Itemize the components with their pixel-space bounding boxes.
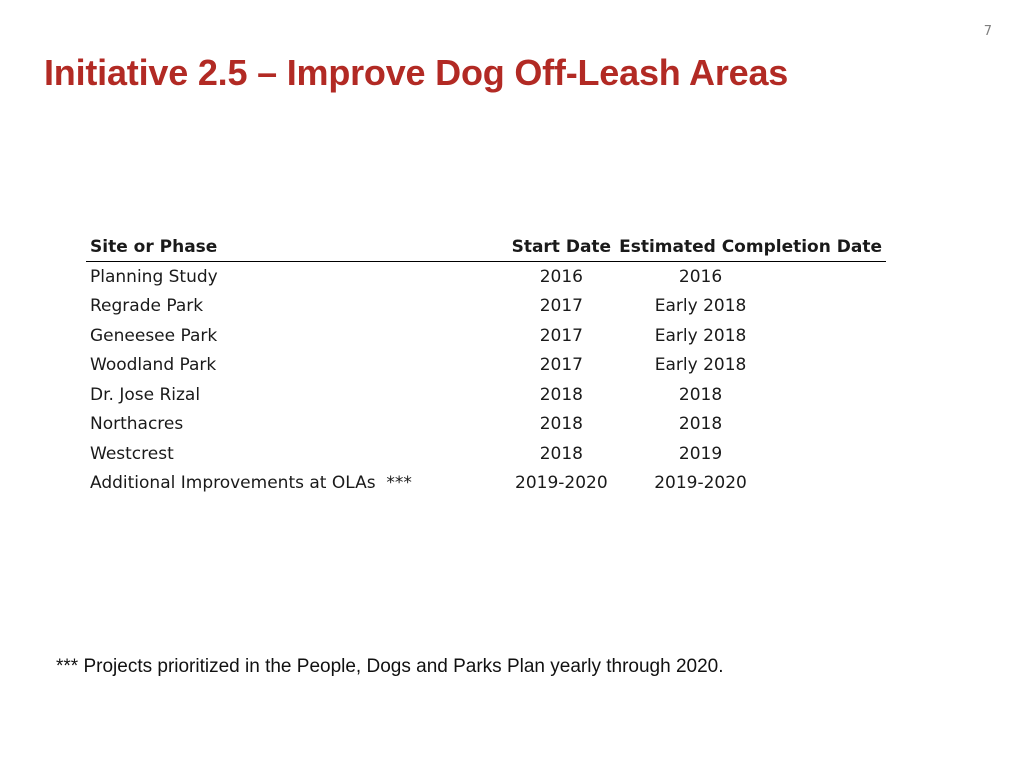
cell-start-date: 2018 (539, 414, 583, 435)
cell-site: Northacres (90, 414, 184, 435)
cell-start-date: 2018 (539, 384, 583, 405)
cell-completion-date: 2018 (678, 414, 723, 435)
cell-site: Additional Improvements at OLAs *** (90, 473, 412, 494)
cell-start-date: 2017 (539, 355, 583, 376)
table-row: Westcrest 2018 2019 (86, 439, 886, 469)
cell-start-date: 2018 (539, 443, 583, 464)
cell-completion-date: 2019-2020 (654, 473, 747, 494)
cell-site: Planning Study (90, 266, 218, 287)
page-number: 7 (983, 24, 992, 39)
cell-completion-date: 2019 (678, 443, 723, 464)
table-row: Woodland Park 2017 Early 2018 (86, 351, 886, 381)
cell-start-date: 2019-2020 (515, 473, 608, 494)
table-row: Northacres 2018 2018 (86, 410, 886, 440)
table-header: Site or Phase Start Date Estimated Compl… (86, 233, 886, 262)
table-row: Additional Improvements at OLAs *** 2019… (86, 469, 886, 499)
cell-completion-date: 2018 (678, 384, 723, 405)
header-start-date: Start Date (507, 233, 616, 262)
cell-completion-date: Early 2018 (654, 296, 747, 317)
header-estimated-completion-date: Estimated Completion Date (615, 233, 886, 262)
table-row: Planning Study 2016 2016 (86, 262, 886, 292)
table-row: Regrade Park 2017 Early 2018 (86, 292, 886, 322)
cell-start-date: 2017 (539, 325, 583, 346)
cell-start-date: 2016 (539, 266, 583, 287)
cell-completion-date: Early 2018 (654, 325, 747, 346)
cell-completion-date: 2016 (678, 266, 723, 287)
cell-site: Regrade Park (90, 296, 204, 317)
footnote: *** Projects prioritized in the People, … (56, 656, 724, 677)
slide-title: Initiative 2.5 – Improve Dog Off-Leash A… (44, 52, 789, 93)
cell-site: Geneesee Park (90, 325, 218, 346)
cell-start-date: 2017 (539, 296, 583, 317)
cell-site: Woodland Park (90, 355, 217, 376)
schedule-table: Site or Phase Start Date Estimated Compl… (86, 233, 886, 498)
table-row: Dr. Jose Rizal 2018 2018 (86, 380, 886, 410)
header-site-or-phase: Site or Phase (86, 233, 508, 262)
table-row: Geneesee Park 2017 Early 2018 (86, 321, 886, 351)
cell-site: Dr. Jose Rizal (90, 384, 201, 405)
cell-completion-date: Early 2018 (654, 355, 747, 376)
cell-site: Westcrest (90, 443, 174, 464)
header-row: Site or Phase Start Date Estimated Compl… (86, 233, 886, 262)
table-body: Planning Study 2016 2016 Regrade Park 20… (86, 262, 886, 499)
